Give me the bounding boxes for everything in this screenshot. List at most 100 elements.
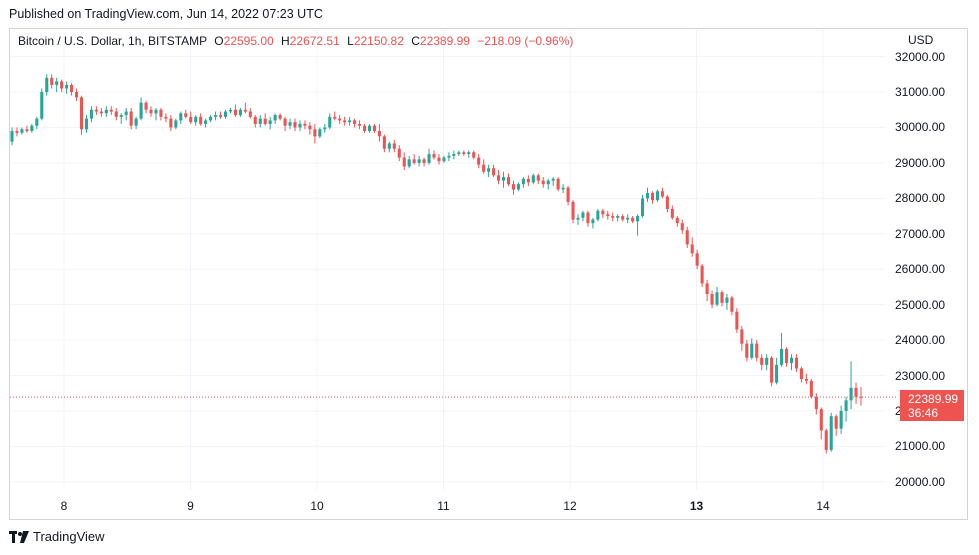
- candle-body: [551, 178, 555, 181]
- candle-body: [447, 155, 451, 158]
- candle-body: [457, 152, 461, 155]
- candle-body: [571, 201, 575, 220]
- candle-body: [407, 159, 411, 167]
- last-price-value: 22389.99: [908, 392, 959, 406]
- candle-body: [799, 368, 803, 380]
- candle-body: [526, 178, 530, 183]
- candle: [685, 226, 689, 248]
- candle: [238, 107, 242, 117]
- candle-body: [129, 111, 133, 126]
- candle: [99, 107, 103, 117]
- candle: [839, 405, 843, 434]
- candle: [407, 155, 411, 169]
- candle-body: [124, 111, 128, 116]
- candle: [492, 164, 496, 178]
- candle: [472, 150, 476, 160]
- candle-body: [60, 81, 64, 89]
- candle-body: [586, 212, 590, 224]
- candle: [84, 115, 89, 133]
- candles: [10, 74, 863, 454]
- candle-body: [770, 357, 774, 383]
- candle-body: [477, 157, 481, 165]
- candle-body: [15, 131, 19, 133]
- candle: [551, 177, 555, 186]
- candle-body: [139, 102, 143, 119]
- candle: [814, 393, 818, 415]
- candle: [377, 123, 381, 142]
- series-legend: Bitcoin / U.S. Dollar, 1h, BITSTAMP O225…: [18, 34, 573, 48]
- candle-body: [333, 116, 337, 119]
- candle: [437, 154, 441, 165]
- candle-body: [144, 102, 148, 110]
- y-tick-label: 21000.00: [895, 439, 946, 454]
- candle-body: [536, 175, 540, 181]
- chart-frame[interactable]: [9, 28, 968, 520]
- candle: [179, 111, 183, 124]
- candle-body: [631, 217, 635, 222]
- tradingview-brand[interactable]: TradingView: [9, 529, 105, 544]
- candle-body: [392, 143, 396, 149]
- candle: [427, 148, 431, 165]
- candle: [511, 180, 515, 195]
- candle: [338, 115, 342, 124]
- candle-body: [675, 217, 679, 224]
- candle: [417, 155, 421, 167]
- candle: [422, 157, 426, 167]
- candle-body: [487, 168, 491, 172]
- candle: [382, 134, 386, 153]
- candle-body: [25, 129, 29, 132]
- candle: [720, 290, 724, 307]
- candle: [35, 116, 39, 130]
- candle: [541, 177, 545, 188]
- candle: [149, 106, 153, 117]
- candle: [645, 187, 650, 202]
- legend-close-label: C: [411, 34, 420, 48]
- candle-body: [278, 115, 282, 119]
- candle: [65, 81, 69, 94]
- candle-body: [755, 343, 759, 358]
- candle-body: [387, 143, 391, 149]
- legend-high-label: H: [281, 34, 290, 48]
- candle-body: [228, 109, 232, 112]
- candle-body: [641, 198, 645, 217]
- candle-body: [660, 191, 664, 197]
- candle-body: [114, 111, 118, 117]
- candle-body: [506, 177, 511, 185]
- candle-body: [591, 219, 595, 224]
- candle: [55, 77, 59, 93]
- candle: [601, 208, 605, 218]
- candle: [124, 107, 128, 121]
- candle-body: [859, 396, 863, 398]
- chart-grid: [10, 30, 885, 490]
- candle: [75, 88, 79, 101]
- candle: [854, 382, 858, 404]
- candle-body: [834, 416, 838, 429]
- candle-body: [720, 292, 724, 303]
- candle: [209, 115, 213, 123]
- candle: [303, 120, 307, 130]
- candle: [616, 214, 620, 222]
- candle-body: [218, 115, 223, 117]
- y-tick-label: 26000.00: [895, 262, 946, 277]
- x-tick-label: 14: [816, 499, 830, 513]
- candle: [819, 407, 823, 440]
- candle-body: [75, 92, 79, 98]
- candle-body: [849, 387, 853, 401]
- candle-body: [655, 191, 659, 201]
- candle: [457, 150, 461, 156]
- candle: [199, 113, 203, 126]
- candle: [348, 116, 352, 126]
- candle: [40, 88, 44, 121]
- candle: [482, 159, 486, 174]
- candle: [556, 177, 560, 192]
- candle: [273, 113, 277, 124]
- candle-body: [467, 152, 471, 155]
- candle-body: [650, 193, 655, 201]
- candle-body: [99, 111, 103, 114]
- candle-body: [367, 125, 372, 132]
- y-tick-label: 24000.00: [895, 333, 946, 348]
- candle-body: [695, 253, 699, 266]
- candle: [755, 340, 759, 362]
- candle: [402, 152, 406, 170]
